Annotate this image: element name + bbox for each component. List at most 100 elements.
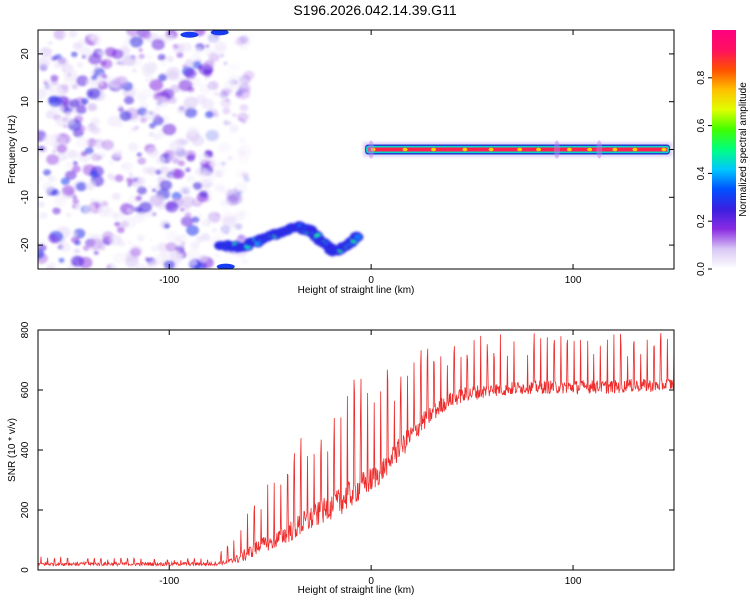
noise-blob	[82, 245, 90, 251]
noise-blob	[75, 136, 90, 148]
noise-blob	[229, 124, 239, 133]
noise-blob	[149, 238, 154, 242]
noise-blob	[65, 170, 77, 181]
noise-blob	[111, 212, 120, 219]
noise-blob	[101, 74, 108, 79]
noise-blob	[61, 116, 69, 122]
noise-blob	[79, 46, 92, 57]
noise-blob	[60, 136, 66, 142]
colorbar-label: Normalized spectral amplitude	[738, 82, 749, 217]
line-knot	[536, 147, 542, 152]
noise-blob	[70, 51, 78, 58]
noise-blob	[130, 247, 142, 257]
y-tick-label: 400	[20, 441, 31, 458]
noise-blob	[176, 105, 186, 114]
noise-blob	[149, 194, 164, 207]
noise-blob	[199, 190, 209, 198]
noise-blob	[112, 252, 126, 264]
noise-blob	[117, 106, 124, 112]
noise-blob	[186, 224, 200, 236]
noise-blob	[122, 216, 137, 229]
noise-blob	[193, 47, 203, 56]
noise-blob	[136, 234, 145, 242]
noise-blob	[115, 75, 128, 87]
noise-blob	[88, 32, 97, 41]
noise-blob	[164, 201, 179, 213]
noise-blob	[108, 159, 116, 166]
line-knot	[402, 147, 408, 152]
line-spur	[553, 140, 560, 159]
snr-plot-area	[38, 332, 674, 568]
noise-blob	[44, 78, 50, 83]
noise-blob	[72, 160, 78, 166]
noise-blob	[72, 198, 80, 205]
noise-blob	[187, 249, 200, 260]
noise-blob	[124, 255, 139, 268]
colorbar: 0.0 0.2 0.4 0.6 0.8 Normalized spectral ampli…	[696, 30, 749, 276]
noise-blob	[189, 241, 201, 250]
noise-blob	[39, 47, 53, 58]
noise-blob	[138, 53, 145, 59]
noise-blob	[155, 169, 162, 175]
noise-blob	[50, 74, 59, 82]
noise-blob	[205, 44, 210, 48]
noise-blob	[205, 129, 219, 142]
colorbar-tick-label: 0.4	[696, 166, 707, 180]
x-tick-label: 100	[565, 576, 582, 587]
noise-blob	[148, 263, 153, 268]
noise-blob	[39, 211, 48, 220]
line-knot	[488, 147, 494, 152]
noise-blob	[51, 189, 60, 197]
noise-blob	[119, 203, 135, 216]
noise-blob	[197, 212, 203, 218]
noise-blob	[142, 166, 152, 175]
line-knot	[661, 147, 667, 152]
noise-blob	[51, 86, 64, 97]
y-tick-label: 800	[20, 321, 31, 338]
noise-blob	[184, 107, 198, 118]
noise-blob	[90, 70, 95, 75]
y-tick-label: 600	[20, 381, 31, 398]
noise-blob	[39, 239, 46, 244]
noise-blob	[106, 264, 112, 269]
y-tick-label: -10	[20, 190, 31, 205]
colorbar-tick-label: 0.8	[696, 70, 707, 84]
noise-blob	[228, 117, 233, 122]
noise-blob	[232, 113, 237, 117]
y-tick-label: 10	[20, 96, 31, 108]
noise-blob	[43, 169, 51, 176]
noise-blob	[200, 222, 206, 227]
snr-series-line	[38, 332, 674, 568]
noise-blob	[213, 41, 227, 52]
noise-blob	[228, 192, 243, 205]
snr-panel: -100 0 100 0 200 400 600 800 Height of straight …	[7, 321, 675, 596]
noise-blob	[239, 137, 246, 143]
noise-blob	[101, 200, 109, 207]
noise-blob	[137, 213, 146, 221]
noise-blob	[72, 232, 78, 237]
noise-blob	[154, 96, 169, 108]
noise-blob	[189, 259, 198, 266]
frequency-track	[214, 221, 364, 257]
noise-blob	[93, 250, 99, 255]
noise-blob	[234, 80, 239, 85]
noise-blob	[223, 61, 228, 66]
noise-blob	[55, 118, 64, 125]
noise-blob	[114, 60, 119, 65]
noise-blob	[38, 57, 50, 69]
noise-blob	[88, 53, 102, 65]
colorbar-tick-label: 0.6	[696, 118, 707, 132]
noise-blob	[177, 160, 185, 167]
noise-blob	[196, 235, 205, 243]
noise-blob	[221, 216, 237, 229]
noise-blob	[222, 205, 229, 212]
y-tick-label: 200	[20, 501, 31, 518]
y-axis-label: Frequency (Hz)	[7, 115, 18, 184]
noise-blob	[143, 61, 158, 74]
noise-blob	[186, 174, 195, 183]
noise-blob	[67, 149, 78, 159]
edge-hotspot	[180, 31, 199, 38]
noise-blob	[62, 33, 67, 37]
noise-blob	[236, 89, 244, 96]
noise-blob	[197, 153, 210, 164]
